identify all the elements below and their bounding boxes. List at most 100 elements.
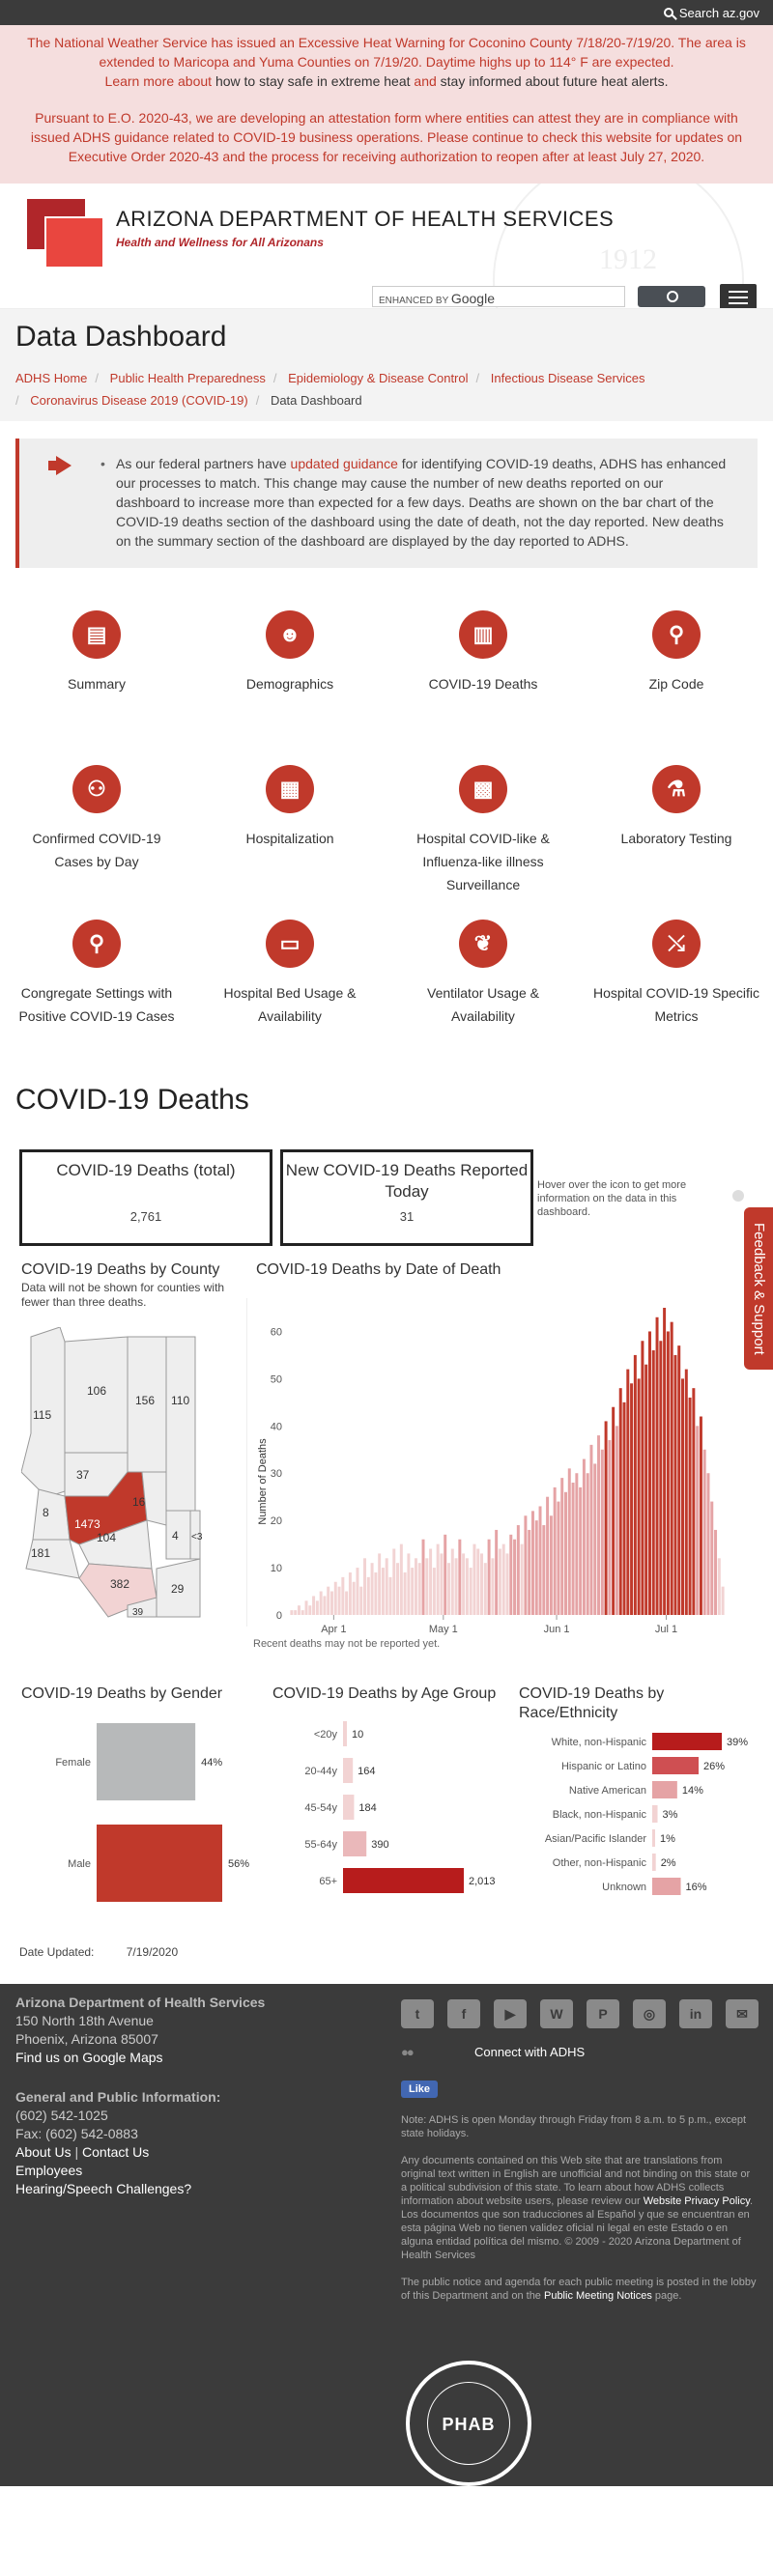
gender-bar[interactable] <box>97 1825 222 1902</box>
nav-tile-5[interactable]: ▦ Hospitalization <box>193 765 386 920</box>
date-bar[interactable] <box>297 1605 301 1615</box>
date-bar[interactable] <box>567 1468 571 1615</box>
county-cochise[interactable] <box>156 1558 201 1618</box>
date-bar[interactable] <box>608 1439 612 1615</box>
date-bar[interactable] <box>323 1596 327 1615</box>
location-icon[interactable]: ⚲ <box>652 610 701 659</box>
date-bar[interactable] <box>681 1378 685 1615</box>
date-bar[interactable] <box>440 1553 444 1615</box>
date-bar[interactable] <box>524 1515 528 1615</box>
date-bar[interactable] <box>612 1406 616 1615</box>
race-bar[interactable] <box>652 1829 655 1847</box>
date-bar[interactable] <box>341 1576 345 1615</box>
date-bar[interactable] <box>509 1534 513 1615</box>
date-bar[interactable] <box>505 1553 509 1615</box>
county-apache[interactable] <box>165 1336 196 1512</box>
date-bar[interactable] <box>425 1558 429 1615</box>
date-bar[interactable] <box>553 1486 557 1615</box>
date-bar[interactable] <box>480 1553 484 1615</box>
date-bar[interactable] <box>450 1548 454 1615</box>
date-bar[interactable] <box>699 1416 702 1615</box>
race-bar[interactable] <box>652 1781 677 1798</box>
trend-chart-icon[interactable]: ⤯ <box>652 920 701 968</box>
date-bar[interactable] <box>447 1563 450 1615</box>
date-bar[interactable] <box>308 1605 312 1615</box>
date-bar[interactable] <box>333 1581 337 1615</box>
connect-with-adhs[interactable]: Connect with ADHS <box>401 2046 759 2059</box>
date-bar[interactable] <box>564 1491 567 1615</box>
nav-tile-3[interactable]: ⚲ Zip Code <box>580 610 773 765</box>
date-bar[interactable] <box>622 1401 626 1615</box>
info-icon[interactable] <box>732 1190 744 1202</box>
date-bar[interactable] <box>530 1511 534 1615</box>
date-bar[interactable] <box>498 1548 501 1615</box>
date-bar[interactable] <box>542 1525 546 1615</box>
age-chart[interactable]: <20y 10 20-44y 164 45-54y 184 55-64y 390 65+ 2,01… <box>271 1713 512 1907</box>
date-bar[interactable] <box>571 1483 575 1615</box>
nav-tile-6[interactable]: ▩ Hospital COVID-like & Influenza-like il… <box>386 765 580 920</box>
date-bar[interactable] <box>381 1568 385 1615</box>
date-bar[interactable] <box>633 1354 637 1615</box>
employees-link[interactable]: Employees <box>15 2163 83 2178</box>
site-search-input[interactable]: ENHANCED BY Google <box>372 286 625 307</box>
date-bar[interactable] <box>557 1501 560 1615</box>
date-bar[interactable] <box>663 1308 667 1615</box>
date-bar[interactable] <box>513 1539 517 1615</box>
date-bar[interactable] <box>644 1364 648 1615</box>
phab-accreditation-seal[interactable]: PHAB <box>406 2361 531 2486</box>
microscope-icon[interactable]: ⚲ <box>72 920 121 968</box>
date-bar[interactable] <box>516 1525 520 1615</box>
nav-tile-label[interactable]: Zip Code <box>648 676 704 692</box>
date-bar[interactable] <box>528 1529 531 1615</box>
date-bar[interactable] <box>637 1378 641 1615</box>
date-bar[interactable] <box>586 1473 589 1615</box>
date-bar[interactable] <box>721 1586 725 1615</box>
race-bar[interactable] <box>652 1757 699 1774</box>
nav-tile-label[interactable]: Ventilator Usage & Availability <box>427 985 539 1024</box>
nav-tile-label[interactable]: COVID-19 Deaths <box>428 676 538 692</box>
nav-tile-0[interactable]: ▤ Summary <box>0 610 193 765</box>
document-icon[interactable]: ▤ <box>72 610 121 659</box>
date-bar[interactable] <box>363 1558 367 1615</box>
date-bar[interactable] <box>458 1539 462 1615</box>
date-bar[interactable] <box>615 1426 618 1615</box>
date-bar[interactable] <box>421 1539 425 1615</box>
age-bar[interactable] <box>343 1868 464 1893</box>
date-bar[interactable] <box>388 1576 392 1615</box>
date-bar[interactable] <box>465 1558 469 1615</box>
pinterest-icon[interactable]: P <box>587 1999 619 2028</box>
date-bar[interactable] <box>396 1563 400 1615</box>
race-bar[interactable] <box>652 1805 658 1823</box>
breadcrumb-public-health-preparedness[interactable]: Public Health Preparedness <box>109 371 266 385</box>
date-bar[interactable] <box>549 1515 553 1615</box>
date-bar[interactable] <box>589 1444 593 1615</box>
date-bar[interactable] <box>630 1383 634 1615</box>
date-bar[interactable] <box>294 1610 298 1615</box>
race-bar[interactable] <box>652 1733 722 1750</box>
date-bar[interactable] <box>597 1435 601 1615</box>
google-maps-link[interactable]: Find us on Google Maps <box>15 2050 163 2065</box>
adhs-logo[interactable] <box>27 199 104 269</box>
date-bar[interactable] <box>520 1543 524 1615</box>
date-bar[interactable] <box>417 1563 421 1615</box>
org-name[interactable]: ARIZONA DEPARTMENT OF HEALTH SERVICES <box>116 207 615 231</box>
date-bar[interactable] <box>593 1463 597 1615</box>
date-bar[interactable] <box>392 1548 396 1615</box>
nav-tile-label[interactable]: Confirmed COVID-19 Cases by Day <box>32 831 161 869</box>
date-bar[interactable] <box>348 1571 352 1615</box>
deaths-by-date-chart[interactable]: Number of Deaths 0 10 20 30 40 50 60 Apr 1 May … <box>246 1288 739 1646</box>
date-bar[interactable] <box>673 1354 677 1615</box>
date-bar[interactable] <box>301 1610 304 1615</box>
breadcrumb-adhs-home[interactable]: ADHS Home <box>15 371 88 385</box>
date-bar[interactable] <box>618 1388 622 1615</box>
nav-tile-11[interactable]: ⤯ Hospital COVID-19 Specific Metrics <box>580 920 773 1074</box>
breadcrumb-epidemiology[interactable]: Epidemiology & Disease Control <box>288 371 469 385</box>
date-bar[interactable] <box>655 1316 659 1615</box>
breadcrumb-covid19[interactable]: Coronavirus Disease 2019 (COVID-19) <box>30 393 248 408</box>
date-bar[interactable] <box>684 1369 688 1615</box>
date-bar[interactable] <box>304 1600 308 1615</box>
hearing-speech-link[interactable]: Hearing/Speech Challenges? <box>15 2181 192 2196</box>
date-bar[interactable] <box>647 1331 651 1615</box>
test-tubes-icon[interactable]: ⚗ <box>652 765 701 813</box>
nav-tile-label[interactable]: Hospital Bed Usage & Availability <box>223 985 357 1024</box>
